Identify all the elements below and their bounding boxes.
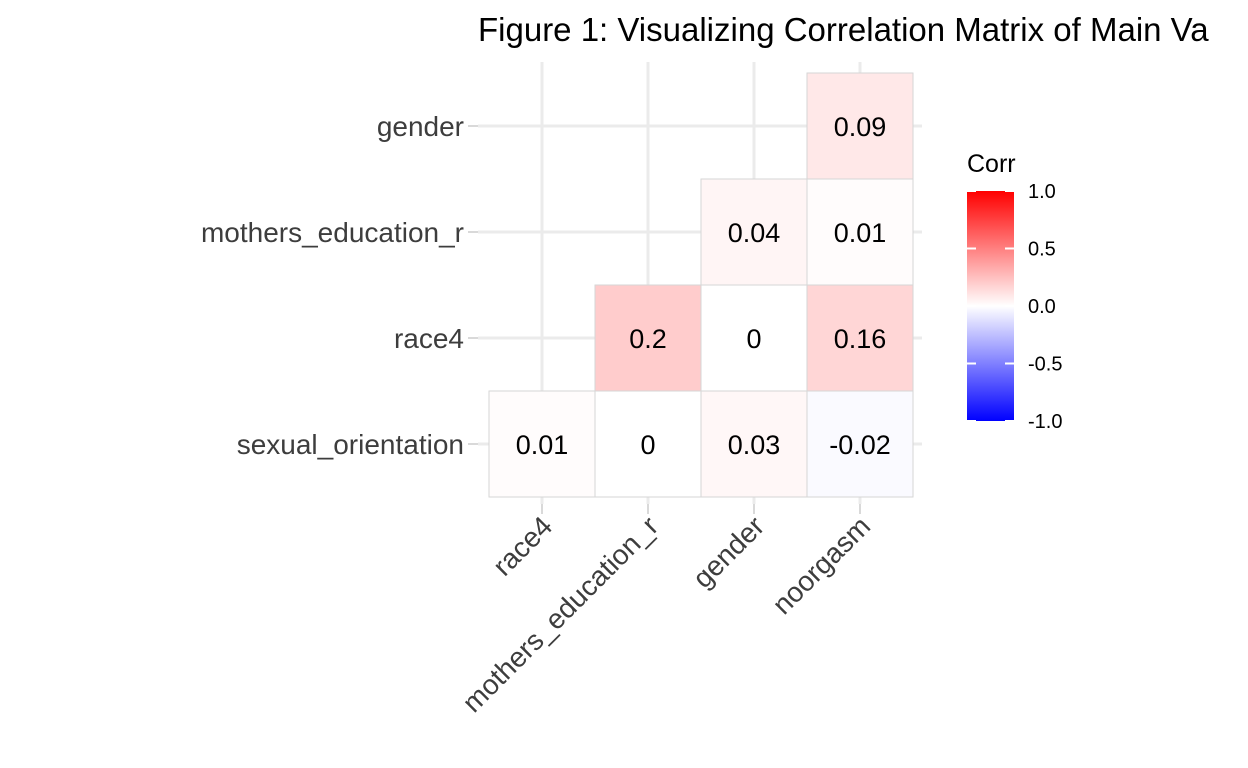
heatmap-cell-mothers-education-r-gender [700,178,808,286]
legend-tick-label-4: -1.0 [1028,411,1062,433]
heatmap-cell-sexual-orientation-gender-label: 0.03 [728,430,781,460]
y-tick-label-race4: race4 [394,323,464,354]
heatmap-tiles [488,72,914,498]
heatmap-cell-sexual-orientation-noorgasm [806,390,914,498]
heatmap-cell-sexual-orientation-noorgasm-label: -0.02 [829,430,891,460]
heatmap-cell-mothers-education-r-noorgasm-label: 0.01 [834,218,887,248]
heatmap-cell-labels: 0.09 0.04 0.01 0.2 0 0.16 0.01 0 0.03 -0.02 [516,112,891,460]
heatmap-cell-race4-gender-label: 0 [746,324,761,354]
y-axis: gender mothers_education_r race4 sexual_ori… [201,111,478,460]
legend-tick-label-1: 0.5 [1028,239,1056,261]
heatmap-cell-race4-noorgasm-label: 0.16 [834,324,887,354]
heatmap-cell-sexual-orientation-race4-label: 0.01 [516,430,569,460]
x-tick-label-noorgasm: noorgasm [766,510,876,620]
heatmap-cell-mothers-education-r-gender-label: 0.04 [728,218,781,248]
legend-title: Corr [967,150,1016,178]
heatmap-cell-sexual-orientation-gender [700,390,808,498]
legend: Corr 1.0 0.5 0.0 -0.5 -1.0 [967,150,1062,433]
heatmap-cell-mothers-education-r-noorgasm [806,178,914,286]
legend-tick-label-2: 0.0 [1028,296,1056,318]
x-tick-label-mothers-education-r: mothers_education_r [456,510,664,718]
chart-title: Figure 1: Visualizing Correlation Matrix… [478,11,1209,48]
heatmap-cell-sexual-orientation-mothers-education-r-label: 0 [640,430,655,460]
y-tick-label-mothers-education-r: mothers_education_r [201,217,464,248]
legend-tick-label-0: 1.0 [1028,181,1056,203]
heatmap-cell-race4-noorgasm [806,284,914,392]
heatmap-cell-sexual-orientation-race4 [488,390,596,498]
y-tick-label-gender: gender [377,111,464,142]
heatmap-cell-race4-mothers-education-r-label: 0.2 [629,324,667,354]
heatmap-cell-gender-noorgasm [806,72,914,180]
heatmap-cell-gender-noorgasm-label: 0.09 [834,112,887,142]
legend-tick-label-3: -0.5 [1028,354,1062,376]
y-tick-label-sexual-orientation: sexual_orientation [237,429,464,460]
heatmap-cell-sexual-orientation-mothers-education-r [594,390,702,498]
x-tick-label-gender: gender [687,510,771,594]
x-tick-label-race4: race4 [487,510,558,581]
